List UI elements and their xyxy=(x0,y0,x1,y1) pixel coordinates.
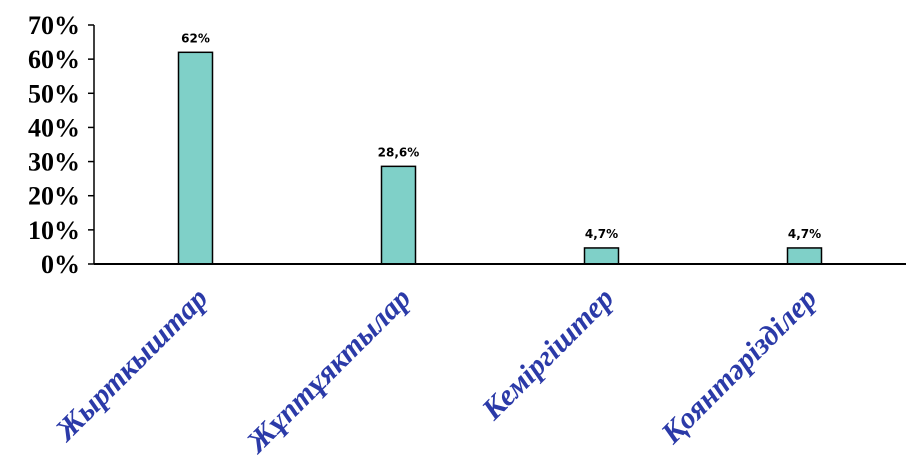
y-tick-label: 70% xyxy=(28,11,80,40)
data-label: 4,7% xyxy=(585,227,618,241)
data-labels: 62% 28,6% 4,7% 4,7% xyxy=(181,31,821,241)
bar xyxy=(380,165,417,265)
x-tick-label: Қоянтәрізділер xyxy=(654,282,823,451)
x-tick-label: Жырткыштар xyxy=(48,282,215,449)
bar xyxy=(583,247,620,265)
data-label: 62% xyxy=(181,31,210,45)
bars xyxy=(177,51,823,265)
data-label: 28,6% xyxy=(378,145,420,159)
y-tick-label: 40% xyxy=(28,113,80,142)
y-axis: 0% 10% 20% 30% 40% 50% 60% 70% xyxy=(28,11,95,279)
data-label: 4,7% xyxy=(788,227,821,241)
y-tick-label: 60% xyxy=(28,45,80,74)
y-tick-label: 0% xyxy=(41,250,80,279)
y-tick-label: 30% xyxy=(28,148,80,177)
x-tick-label: Жұптұяктылар xyxy=(239,282,417,460)
y-tick-label: 10% xyxy=(28,216,80,245)
y-tick-label: 50% xyxy=(28,79,80,108)
bar xyxy=(786,247,823,265)
x-tick-label: Кеміргіштер xyxy=(475,282,620,427)
y-tick-label: 20% xyxy=(28,182,80,211)
bar xyxy=(177,51,214,265)
x-axis: Жырткыштар Жұптұяктылар Кеміргіштер Қоянтәр… xyxy=(48,263,906,460)
